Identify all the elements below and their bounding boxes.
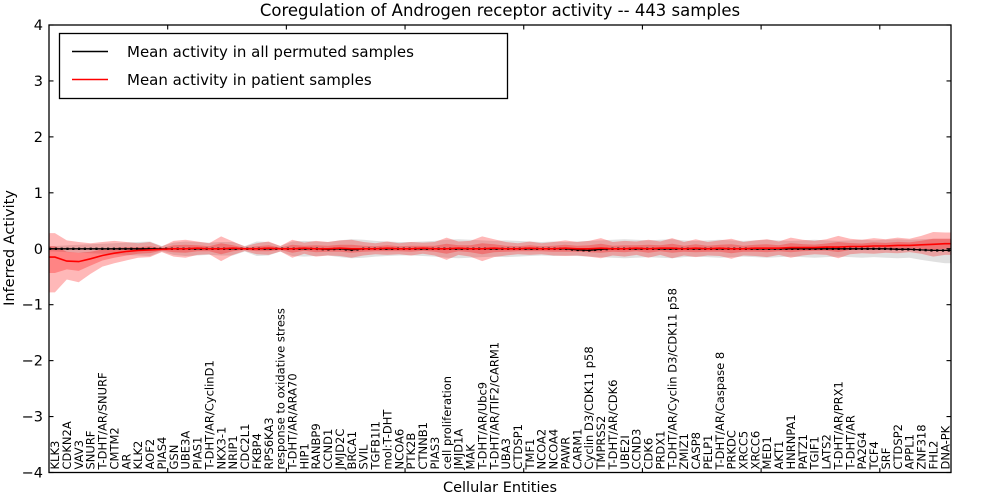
legend-label-patient: Mean activity in patient samples bbox=[127, 71, 372, 89]
x-category-label: MED1 bbox=[760, 436, 774, 469]
x-category-label: KLK3 bbox=[48, 441, 62, 470]
x-category-label: PRKDC bbox=[725, 430, 739, 469]
x-category-label: PIAS3 bbox=[428, 437, 442, 470]
x-category-label: SNURF bbox=[84, 431, 98, 470]
x-category-label: CARM1 bbox=[570, 428, 584, 469]
y-tick-label: −1 bbox=[22, 298, 43, 314]
x-category-label: KLK2 bbox=[131, 441, 145, 470]
x-category-label: GSN bbox=[167, 445, 181, 470]
x-category-label: response to oxidative stress bbox=[274, 308, 288, 469]
x-category-label: SVIL bbox=[357, 444, 371, 470]
x-category-label: T-DHT/AR/PRX1 bbox=[832, 381, 846, 470]
x-category-label: T-DHT/AR/Ubc9 bbox=[475, 382, 489, 471]
x-category-label: TGIF1 bbox=[808, 436, 822, 470]
patient-confidence-band-inner bbox=[49, 238, 951, 273]
x-category-label: FHL2 bbox=[926, 441, 940, 470]
x-category-label: JMJD1A bbox=[452, 429, 466, 471]
x-category-label: T-DHT/AR/CyclinD1 bbox=[202, 360, 216, 470]
x-category-label: LATS2 bbox=[820, 434, 834, 469]
x-category-label: JMJD2C bbox=[333, 429, 347, 471]
legend: Mean activity in all permuted samples Me… bbox=[58, 32, 509, 100]
x-category-label: ZNF318 bbox=[915, 424, 929, 469]
patient-mean-line bbox=[49, 242, 951, 263]
x-category-label: FKBP4 bbox=[250, 433, 264, 469]
legend-box bbox=[58, 32, 509, 100]
x-category-label: NRIP1 bbox=[226, 435, 240, 469]
x-category-label: DNA-PK bbox=[938, 425, 952, 469]
x-category-label: PELP1 bbox=[701, 435, 715, 470]
x-category-label: SRF bbox=[879, 448, 893, 470]
x-category-label: T-DHT/AR/SNURF bbox=[96, 372, 110, 470]
y-axis-title: Inferred Activity bbox=[2, 190, 18, 306]
x-category-label: CASP8 bbox=[689, 432, 703, 469]
x-category-label: T-DHT/AR bbox=[843, 415, 857, 470]
y-tick-label: −2 bbox=[22, 354, 43, 370]
x-category-label: CTDSP1 bbox=[511, 424, 525, 469]
x-category-label: MAK bbox=[464, 444, 478, 470]
x-category-label: BRCA1 bbox=[345, 431, 359, 470]
x-category-label: AOF2 bbox=[143, 439, 157, 470]
x-category-label: UBE2I bbox=[618, 435, 632, 469]
x-category-label: UBA3 bbox=[499, 438, 513, 470]
plot-frame bbox=[48, 24, 952, 474]
x-category-label: CDKN2A bbox=[60, 421, 74, 469]
x-category-label: T-DHT/AR/TIF2/CARM1 bbox=[487, 342, 501, 471]
chart-title: Coregulation of Androgen receptor activi… bbox=[260, 1, 740, 20]
legend-label-permuted: Mean activity in all permuted samples bbox=[127, 43, 414, 61]
x-category-label: PRDX1 bbox=[653, 431, 667, 470]
x-category-label: APPL1 bbox=[903, 434, 917, 469]
y-tick-label: −3 bbox=[22, 410, 43, 426]
x-category-label: PTK2B bbox=[404, 433, 418, 470]
x-category-label: XRCC5 bbox=[737, 431, 751, 470]
x-category-label: RANBP9 bbox=[309, 423, 323, 469]
x-category-label: NKX3-1 bbox=[214, 427, 228, 470]
x-category-label: AKT1 bbox=[772, 441, 786, 470]
x-category-label: CDC2L1 bbox=[238, 424, 252, 470]
permuted-confidence-band bbox=[49, 238, 951, 264]
x-category-label: CTNNB1 bbox=[416, 422, 430, 469]
x-category-label: TMF1 bbox=[523, 439, 537, 471]
x-category-label: CDK6 bbox=[642, 438, 656, 470]
x-category-label: T-DHT/AR/Caspase 8 bbox=[713, 352, 727, 471]
x-category-label: PIAS4 bbox=[155, 437, 169, 470]
x-category-label: CCND1 bbox=[321, 429, 335, 470]
x-category-label: mol:T-DHT bbox=[380, 409, 394, 470]
x-category-label: TGFB1I1 bbox=[369, 421, 383, 470]
y-tick-label: 1 bbox=[34, 186, 43, 202]
x-category-label: T-DHT/AR/CDK6 bbox=[606, 380, 620, 471]
x-category-label: PA2G4 bbox=[855, 432, 869, 470]
x-category-label: CMTM2 bbox=[108, 427, 122, 469]
x-category-label: VAV3 bbox=[72, 440, 86, 469]
x-axis-title: Cellular Entities bbox=[443, 480, 557, 496]
x-category-label: TCF4 bbox=[867, 441, 881, 470]
x-category-label: NCOA2 bbox=[535, 429, 549, 470]
patient-confidence-band bbox=[49, 232, 951, 293]
y-tick-label: −4 bbox=[22, 466, 43, 482]
x-category-label: RPS6KA3 bbox=[262, 417, 276, 469]
x-category-label: CCND3 bbox=[630, 429, 644, 470]
x-category-label: TMPRSS2 bbox=[594, 416, 608, 471]
y-tick-label: 3 bbox=[34, 74, 43, 90]
x-category-label: T-DHT/AR/Cyclin D3/CDK11 p58 bbox=[665, 288, 679, 470]
x-category-label: HIP1 bbox=[297, 443, 311, 469]
x-category-label: NCOA6 bbox=[392, 429, 406, 470]
y-tick-label: 2 bbox=[34, 130, 43, 146]
x-category-label: ZMIZ1 bbox=[677, 433, 691, 469]
x-category-label: PATZ1 bbox=[796, 434, 810, 469]
x-category-label: PIAS1 bbox=[191, 437, 205, 470]
x-category-label: T-DHT/AR/ARA70 bbox=[286, 373, 300, 470]
x-category-label: CTDSP2 bbox=[891, 424, 905, 469]
x-category-label: cell proliferation bbox=[440, 376, 454, 470]
x-category-label: Cyclin D3/CDK11 p58 bbox=[582, 346, 596, 469]
y-tick-label: 4 bbox=[34, 18, 43, 34]
x-category-label: AR bbox=[119, 454, 133, 470]
x-category-label: HNRNPA1 bbox=[784, 414, 798, 469]
x-category-label: UBE3A bbox=[179, 431, 193, 470]
x-category-label: PAWR bbox=[559, 437, 573, 470]
x-category-label: XRCC6 bbox=[748, 431, 762, 470]
y-tick-label: 0 bbox=[34, 242, 43, 258]
x-category-label: NCOA4 bbox=[547, 429, 561, 470]
